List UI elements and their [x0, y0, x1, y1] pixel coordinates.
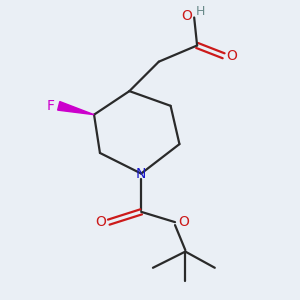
Text: N: N: [136, 167, 146, 181]
Polygon shape: [58, 101, 94, 115]
Text: O: O: [178, 215, 189, 229]
Text: H: H: [196, 5, 205, 18]
Text: F: F: [46, 99, 55, 113]
Text: O: O: [95, 215, 106, 229]
Text: O: O: [226, 49, 237, 63]
Text: O: O: [182, 9, 192, 23]
